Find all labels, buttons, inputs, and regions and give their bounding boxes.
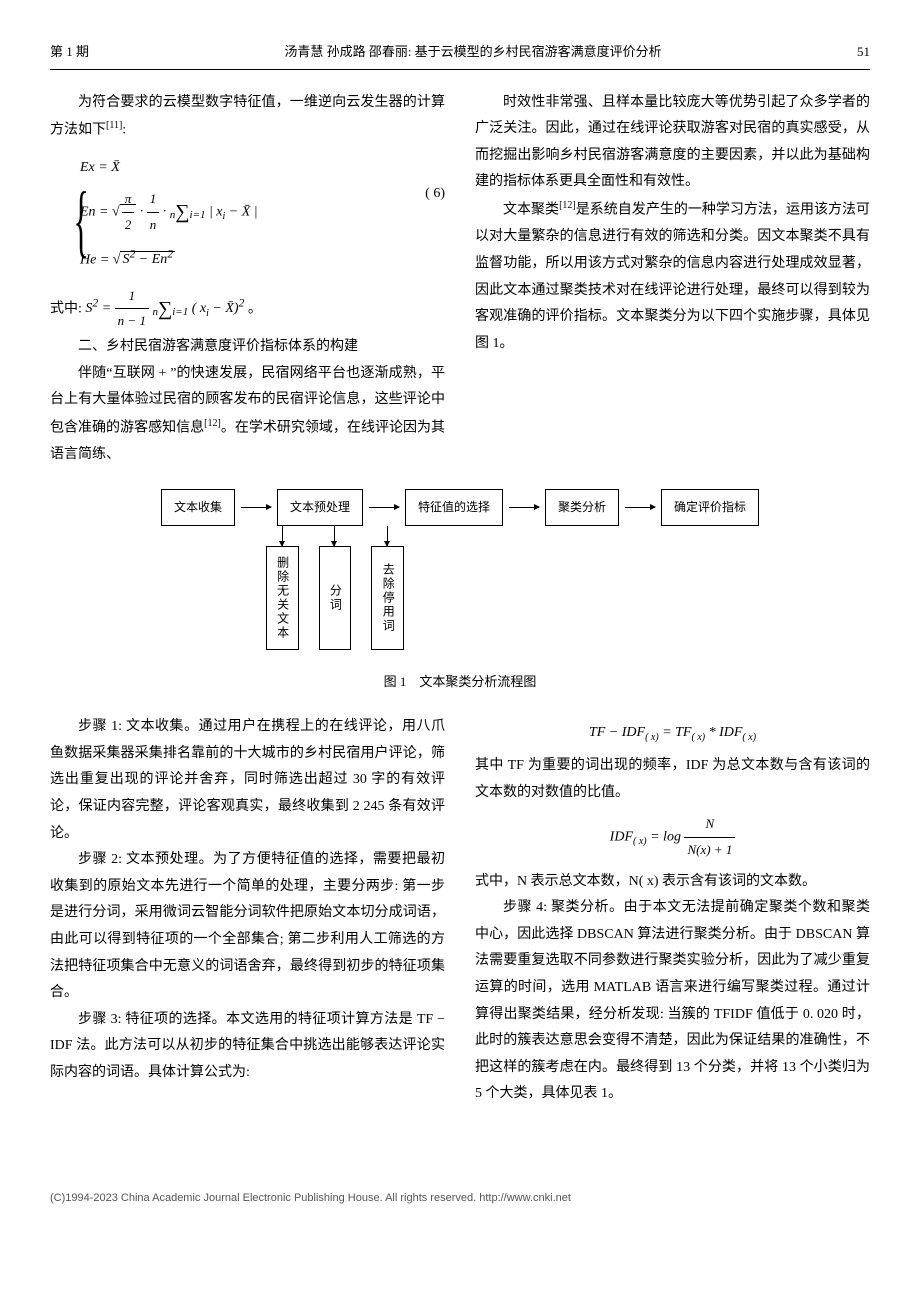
- eq6-line2: En = √π2 · 1n · n∑i=1 | xi − X̄ |: [80, 187, 445, 237]
- section-2-heading: 二、乡村民宿游客满意度评价指标体系的构建: [50, 334, 445, 361]
- right-column: 时效性非常强、且样本量比较庞大等优势引起了众多学者的广泛关注。因此，通过在线评论…: [475, 90, 870, 469]
- arrow-down-icon: [334, 526, 335, 546]
- step-1: 步骤 1: 文本收集。通过用户在携程上的在线评论，用八爪鱼数据采集器采集排名靠前…: [50, 714, 445, 847]
- left-column: 为符合要求的云模型数字特征值，一维逆向云发生器的计算方法如下[11]: { Ex…: [50, 90, 445, 469]
- flow-sub-2: 分词: [319, 546, 352, 650]
- issue: 第 1 期: [50, 40, 89, 65]
- step-3: 步骤 3: 特征项的选择。本文选用的特征项计算方法是 TF − IDF 法。此方…: [50, 1007, 445, 1087]
- flow-sub-1: 删除无关文本: [266, 546, 299, 650]
- lower-left-column: 步骤 1: 文本收集。通过用户在携程上的在线评论，用八爪鱼数据采集器采集排名靠前…: [50, 714, 445, 1108]
- flow-box-1: 文本收集: [161, 489, 235, 526]
- figure-1-flowchart: 文本收集 文本预处理 特征值的选择 聚类分析 确定评价指标 删除无关文本 分词 …: [50, 489, 870, 650]
- page-number: 51: [857, 40, 870, 65]
- flow-box-4: 聚类分析: [545, 489, 619, 526]
- flow-sub-row: 删除无关文本 分词 去除停用词: [266, 526, 404, 650]
- idf-explain: 式中，N 表示总文本数，N( x) 表示含有该词的文本数。: [475, 869, 870, 896]
- brace-icon: {: [74, 145, 89, 297]
- page-header: 第 1 期 汤青慧 孙成路 邵春丽: 基于云模型的乡村民宿游客满意度评价分析 5…: [50, 40, 870, 70]
- upper-columns: 为符合要求的云模型数字特征值，一维逆向云发生器的计算方法如下[11]: { Ex…: [50, 90, 870, 469]
- arrow-right-icon: [625, 507, 655, 508]
- tfidf-explain: 其中 TF 为重要的词出现的频率，IDF 为总文本数与含有该词的文本数的对数值的…: [475, 753, 870, 806]
- arrow-right-icon: [241, 507, 271, 508]
- lower-columns: 步骤 1: 文本收集。通过用户在携程上的在线评论，用八爪鱼数据采集器采集排名靠前…: [50, 714, 870, 1108]
- equation-6: { Ex = X̄ En = √π2 · 1n · n∑i=1 | xi − X…: [80, 155, 445, 274]
- arrow-right-icon: [369, 507, 399, 508]
- flow-box-5: 确定评价指标: [661, 489, 759, 526]
- tfidf-formula: TF − IDF( x) = TF( x) * IDF( x): [475, 720, 870, 747]
- step-2: 步骤 2: 文本预处理。为了方便特征值的选择，需要把最初收集到的原始文本先进行一…: [50, 847, 445, 1007]
- right-para-2: 文本聚类[12]是系统自发产生的一种学习方法，运用该方法可以对大量繁杂的信息进行…: [475, 196, 870, 357]
- eq6-line3: He = √S2 − En2: [80, 244, 445, 274]
- figure-1-caption: 图 1 文本聚类分析流程图: [50, 670, 870, 695]
- equation-number: ( 6): [425, 181, 445, 208]
- flow-box-2: 文本预处理: [277, 489, 363, 526]
- flow-main-row: 文本收集 文本预处理 特征值的选择 聚类分析 确定评价指标: [161, 489, 759, 526]
- sub-col-1: 删除无关文本: [266, 526, 299, 650]
- sub-col-3: 去除停用词: [371, 526, 404, 650]
- sub-col-2: 分词: [319, 526, 352, 650]
- intro-text: 为符合要求的云模型数字特征值，一维逆向云发生器的计算方法如下[11]:: [50, 90, 445, 145]
- idf-formula: IDF( x) = log NN(x) + 1: [475, 812, 870, 862]
- arrow-down-icon: [282, 526, 283, 546]
- step-4: 步骤 4: 聚类分析。由于本文无法提前确定聚类个数和聚类中心，因此选择 DBSC…: [475, 895, 870, 1108]
- lower-right-column: TF − IDF( x) = TF( x) * IDF( x) 其中 TF 为重…: [475, 714, 870, 1108]
- right-para-1: 时效性非常强、且样本量比较庞大等优势引起了众多学者的广泛关注。因此，通过在线评论…: [475, 90, 870, 196]
- arrow-right-icon: [509, 507, 539, 508]
- flow-box-3: 特征值的选择: [405, 489, 503, 526]
- page-footer: (C)1994-2023 China Academic Journal Elec…: [50, 1188, 870, 1209]
- flow-sub-3: 去除停用词: [371, 546, 404, 650]
- left-para-1: 伴随“互联网 + ”的快速发展，民宿网络平台也逐渐成熟，平台上有大量体验过民宿的…: [50, 361, 445, 469]
- eq6-line1: Ex = X̄: [80, 155, 445, 182]
- where-clause: 式中: S2 = 1n − 1 n∑i=1 ( xi − X̄)2 。: [50, 284, 445, 334]
- arrow-down-icon: [387, 526, 388, 546]
- running-title: 汤青慧 孙成路 邵春丽: 基于云模型的乡村民宿游客满意度评价分析: [284, 40, 661, 65]
